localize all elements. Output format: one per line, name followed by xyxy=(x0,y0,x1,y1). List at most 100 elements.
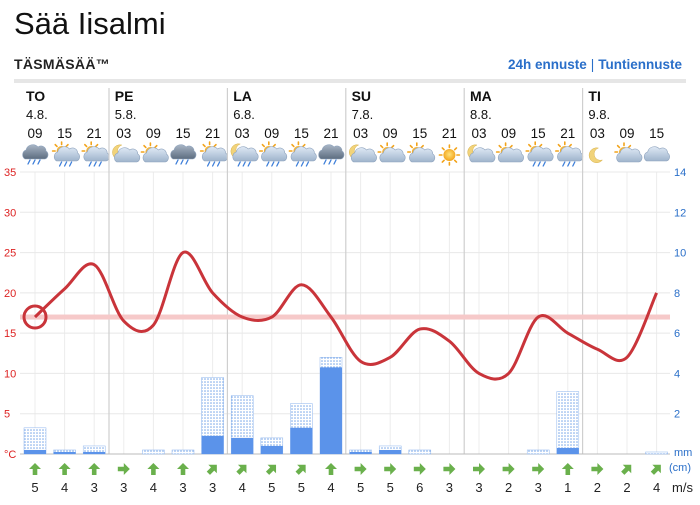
cloud-rain-icon xyxy=(170,144,197,165)
rain-cloud-icon xyxy=(22,144,49,165)
precip-max-bar xyxy=(171,449,195,455)
partly-cloudy-night-icon xyxy=(112,144,141,163)
sun-cloud-icon xyxy=(406,142,436,163)
wind-direction-arrow-icon xyxy=(295,464,306,475)
hour-label: 03 xyxy=(235,126,250,141)
wind-direction-arrow-icon xyxy=(384,462,397,475)
sun-cloud-icon xyxy=(495,142,524,163)
hour-label: 03 xyxy=(590,126,605,141)
precip-bar xyxy=(231,437,254,454)
temp-axis-tick: 10 xyxy=(4,368,16,380)
wind-direction-arrow-icon xyxy=(354,462,367,475)
precip-bar xyxy=(260,445,283,454)
sun-shower-icon xyxy=(554,141,584,167)
precip-axis-tick: 6 xyxy=(674,328,680,340)
wind-speed: 4 xyxy=(327,480,334,495)
sun-shower-icon xyxy=(525,141,554,167)
wind-speed: 2 xyxy=(594,480,601,495)
link-24h-forecast[interactable]: 24h ennuste xyxy=(507,57,587,72)
day-name: LA xyxy=(233,88,252,104)
wind-speed: 3 xyxy=(446,480,453,495)
precip-axis-tick: 10 xyxy=(674,248,686,260)
wind-speed: 5 xyxy=(31,480,38,495)
day-name: SU xyxy=(352,88,371,104)
wind-direction-arrow-icon xyxy=(443,463,456,476)
precip-bar xyxy=(379,449,402,454)
day-date: 8.8. xyxy=(470,107,492,122)
wind-speed: 4 xyxy=(61,480,68,495)
wind-speed: 3 xyxy=(179,480,186,495)
temp-axis-tick: 5 xyxy=(4,409,10,421)
wind-direction-arrow-icon xyxy=(265,464,277,475)
wind-speed: 5 xyxy=(387,480,394,495)
sun-cloud-icon xyxy=(140,142,169,163)
precip-axis-tick: 14 xyxy=(674,167,686,179)
wind-speed: 3 xyxy=(120,480,127,495)
hour-label: 09 xyxy=(264,126,279,141)
hour-label: 21 xyxy=(442,126,457,141)
wind-speed: 5 xyxy=(298,480,305,495)
wind-direction-arrow-icon xyxy=(29,463,41,475)
day-date: 6.8. xyxy=(233,107,255,122)
hour-label: 09 xyxy=(27,126,42,141)
day-date: 9.8. xyxy=(588,107,610,122)
wind-direction-arrow-icon xyxy=(502,462,515,475)
hour-label: 09 xyxy=(619,126,634,141)
sun-shower-icon xyxy=(81,141,110,167)
temp-reference-band xyxy=(20,314,670,320)
sun-shower-icon xyxy=(288,141,317,167)
link-hourly-forecast[interactable]: Tuntiennuste xyxy=(598,57,682,72)
wind-direction-arrow-icon xyxy=(236,464,247,475)
precip-axis-unit-snow: (cm) xyxy=(669,462,691,474)
wind-speed: 5 xyxy=(357,480,364,495)
precip-bar xyxy=(201,435,224,454)
day-date: 7.8. xyxy=(352,107,374,122)
sun-cloud-icon xyxy=(614,142,643,163)
hour-label: 09 xyxy=(501,126,516,141)
page-title: Sää Iisalmi xyxy=(14,6,166,41)
wind-speed: 2 xyxy=(505,480,512,495)
wind-speed: 3 xyxy=(535,480,542,495)
day-name: TO xyxy=(26,88,45,104)
hour-label: 21 xyxy=(323,126,338,141)
hour-label: 03 xyxy=(471,126,486,141)
sun-shower-icon xyxy=(199,141,228,167)
wind-unit: m/s xyxy=(672,480,693,495)
wind-direction-arrow-icon xyxy=(591,462,604,475)
wind-direction-arrow-icon xyxy=(88,463,101,475)
temp-axis-tick: 20 xyxy=(4,288,16,300)
precip-max-bar xyxy=(645,451,668,455)
hour-label: 09 xyxy=(146,126,161,141)
header-divider xyxy=(14,79,686,83)
precip-max-bar xyxy=(142,449,165,455)
day-name: MA xyxy=(470,88,492,104)
wind-direction-arrow-icon xyxy=(147,463,160,475)
temperature-line xyxy=(33,250,658,381)
wind-direction-arrow-icon xyxy=(177,463,189,475)
link-separator: | xyxy=(590,57,595,72)
precip-bar xyxy=(83,451,106,454)
day-date: 4.8. xyxy=(26,107,48,122)
forecast-links: 24h ennuste | Tuntiennuste xyxy=(508,57,682,72)
cloud-icon xyxy=(643,146,670,162)
precip-max-bar xyxy=(526,449,550,455)
precip-bar xyxy=(24,449,46,454)
wind-direction-arrow-icon xyxy=(413,463,426,476)
hour-label: 15 xyxy=(531,126,546,141)
sun-icon xyxy=(438,144,461,166)
wind-speed: 3 xyxy=(91,480,98,495)
wind-speed: 3 xyxy=(209,480,216,495)
moon-icon xyxy=(588,147,604,164)
sun-shower-icon xyxy=(51,141,80,167)
cloud-rain-icon xyxy=(318,144,345,165)
temp-axis-tick: 30 xyxy=(4,207,16,219)
wind-direction-arrow-icon xyxy=(532,462,545,475)
precip-axis-unit: mm xyxy=(674,447,692,459)
hour-label: 15 xyxy=(412,126,427,141)
precip-max-bar xyxy=(408,449,432,455)
temp-axis-tick: 15 xyxy=(4,328,16,340)
wind-direction-arrow-icon xyxy=(621,464,632,475)
hour-label: 21 xyxy=(560,126,575,141)
precip-max-bar xyxy=(556,391,580,455)
